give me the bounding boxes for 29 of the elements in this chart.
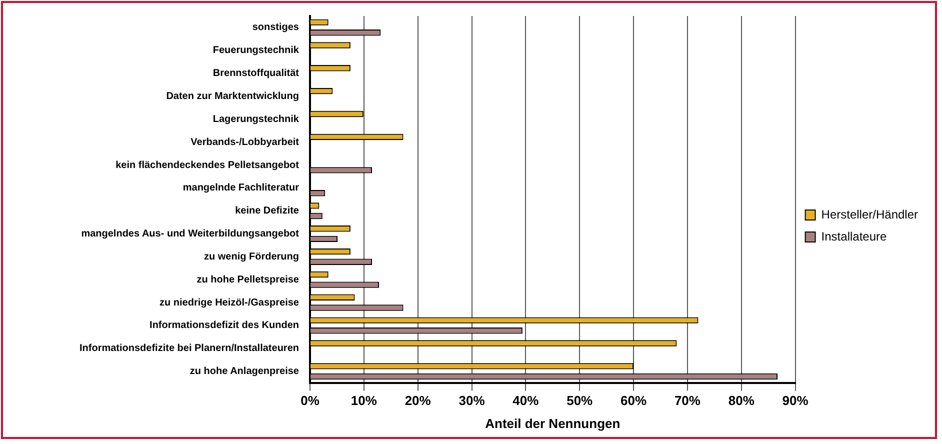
y-tick-label: zu niedrige Heizöl-/Gaspreise <box>160 297 300 308</box>
x-tick-label: 60% <box>620 393 647 408</box>
y-tick-label: Lagerungstechnik <box>212 114 300 125</box>
y-tick-label: Informationsdefizit des Kunden <box>150 320 299 332</box>
x-tick-label: 20% <box>404 393 432 408</box>
x-tick-label: 30% <box>458 393 486 408</box>
x-tick-label: 70% <box>674 393 701 408</box>
y-tick-label: zu hohe Anlagenpreise <box>190 366 300 378</box>
y-tick-label: Daten zur Marktentwicklung <box>166 90 299 102</box>
legend-label: Installateure <box>821 229 887 244</box>
y-tick-label: sonstiges <box>252 22 300 34</box>
y-tick-label: kein flächendeckendes Pelletsangebot <box>116 160 300 171</box>
y-tick-label: keine Defizite <box>235 206 300 217</box>
x-tick-label: 10% <box>350 393 378 408</box>
x-tick-label: 90% <box>782 393 809 408</box>
y-tick-label: Brennstoffqualität <box>212 68 300 80</box>
x-tick-label: 0% <box>300 393 320 408</box>
x-axis-title: Anteil der Nennungen <box>485 416 620 431</box>
x-tick-label: 50% <box>566 393 594 408</box>
y-tick-label: mangelndes Aus- und Weiterbildungsangebot <box>81 228 300 240</box>
y-tick-label: Feuerungstechnik <box>212 45 300 56</box>
x-tick-label: 40% <box>512 393 540 408</box>
y-tick-label: zu hohe Pelletspreise <box>196 274 300 286</box>
y-tick-label: zu wenig Förderung <box>204 251 299 262</box>
y-tick-label: mangelnde Fachliteratur <box>182 182 300 194</box>
legend-label: Hersteller/Händler <box>821 207 918 222</box>
x-tick-label: 80% <box>728 393 755 408</box>
y-tick-label: Informationsdefizite bei Planern/Installateuren <box>80 343 299 354</box>
y-tick-label: Verbands-/Lobbyarbeit <box>190 136 300 148</box>
